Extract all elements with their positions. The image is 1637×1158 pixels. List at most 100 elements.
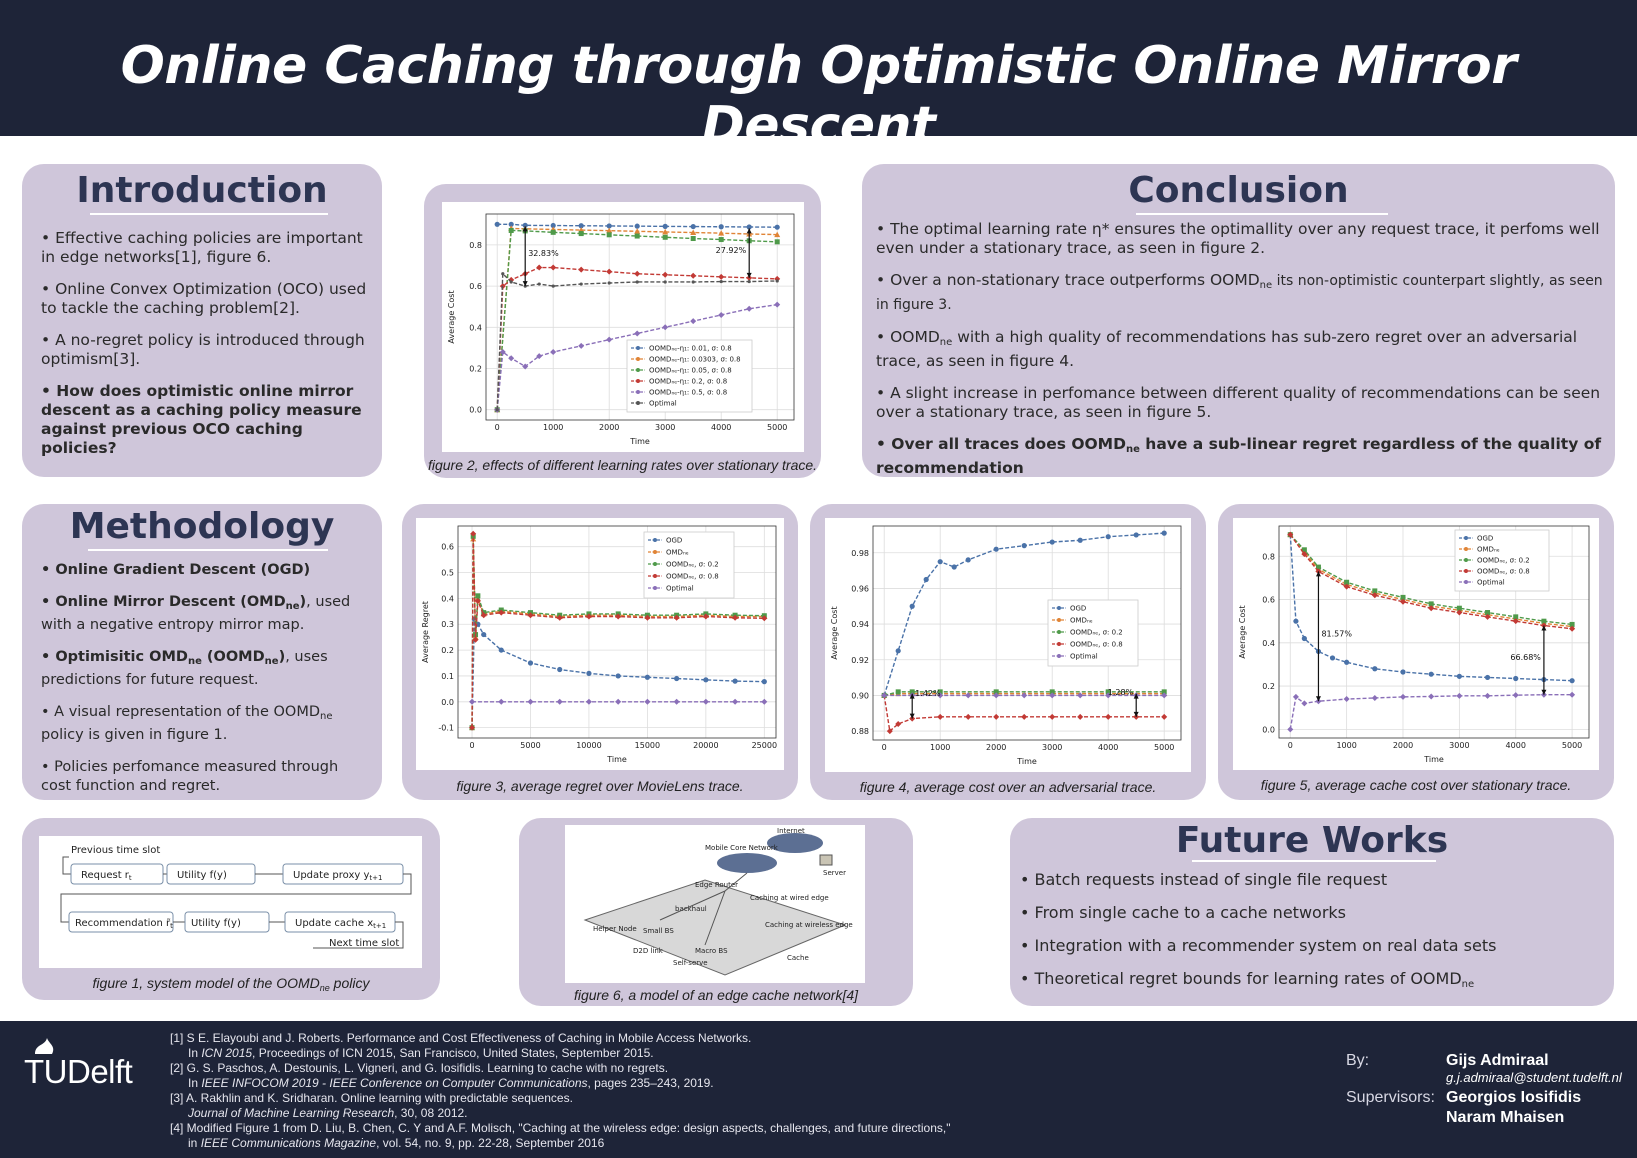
data-point: [644, 698, 651, 705]
figure-1-caption: figure 1, system model of the OOMDne pol…: [92, 975, 370, 993]
conclusion-bullet-1: • The optimal learning rate η* ensures t…: [876, 220, 1600, 257]
legend-label: OOMDₙₑ, σ: 0.8: [666, 573, 719, 581]
data-point: [635, 280, 639, 284]
figure-4-chart: 0 1000 2000 3000 4000 5000 0.88 0.90 0.92 0.94 0.9…: [830, 525, 1182, 766]
figure-4-caption: figure 4, average cost over an adversari…: [859, 779, 1157, 795]
data-point: [774, 239, 780, 245]
figure-6-image: Internet Mobile Core Network Server Edge…: [565, 825, 865, 983]
legend-label: Optimal: [1477, 579, 1505, 587]
data-point: [951, 564, 957, 570]
legend-box: [626, 339, 753, 413]
conclusion-panel: [862, 164, 1615, 477]
x-axis-label: Time: [629, 437, 650, 446]
data-point: [509, 280, 513, 284]
y-tick-label: 0.98: [851, 549, 869, 558]
x-tick-label: 4000: [711, 423, 731, 432]
fig1-loop-bottom: [313, 921, 404, 949]
reference-3a: [3] A. Rakhlin and K. Sridharan. Online …: [170, 1091, 573, 1105]
legend-marker: [1057, 618, 1061, 622]
data-point: [703, 677, 709, 683]
y-tick-label: 0.3: [441, 620, 454, 629]
data-point: [475, 593, 481, 599]
legend-marker: [653, 538, 657, 542]
y-tick-label: 0.0: [441, 698, 454, 707]
introduction-underline: [90, 213, 328, 215]
figure-2-caption: figure 2, effects of different learning …: [427, 457, 818, 473]
legend-label: OOMDₙₑ-η₁: 0.01, σ: 0.8: [649, 345, 732, 353]
data-point: [662, 234, 668, 240]
conclusion-bullet-5: • Over all traces does OOMDne have a sub…: [876, 435, 1602, 477]
fig6-core-label: Mobile Core Network: [705, 844, 779, 852]
data-point: [690, 236, 696, 242]
data-point: [615, 613, 622, 620]
legend-label: OOMDₙₑ, σ: 0.2: [1070, 629, 1123, 637]
legend-marker: [636, 357, 640, 361]
series-line-2: [496, 229, 778, 410]
annotation-arrowhead: [1541, 689, 1547, 695]
data-point: [761, 698, 768, 705]
fig6-self-label: Self-serve: [673, 959, 708, 967]
data-point: [1428, 693, 1435, 700]
data-point: [1329, 655, 1336, 661]
conclusion-underline: [1136, 213, 1388, 215]
x-tick-label: 5000: [767, 423, 787, 432]
legend-marker: [636, 401, 640, 405]
x-tick-label: 3000: [1042, 743, 1062, 752]
series-line-4: [496, 303, 778, 410]
data-point: [522, 222, 528, 228]
data-point: [909, 689, 915, 695]
data-point: [1287, 726, 1294, 733]
annotation-arrowhead: [746, 228, 752, 234]
data-point: [606, 232, 612, 238]
x-tick-label: 1000: [543, 423, 563, 432]
data-point: [634, 233, 640, 239]
legend-marker: [1464, 580, 1468, 584]
legend-label: OGD: [1070, 605, 1086, 613]
data-point: [965, 692, 972, 699]
legend-box: [1047, 599, 1139, 667]
fig6-internet-cloud: [767, 833, 823, 853]
figure-5-chart: 0 1000 2000 3000 4000 5000 0.0 0.2 0.4 0.6 0.8 Time…: [1238, 525, 1590, 764]
data-point: [498, 647, 504, 653]
data-point: [1161, 689, 1167, 695]
data-point: [1021, 713, 1028, 720]
data-point: [527, 660, 534, 666]
y-tick-label: 0.6: [469, 282, 482, 291]
data-point: [578, 223, 584, 229]
data-point: [474, 597, 481, 604]
data-point: [662, 223, 668, 229]
y-tick-label: 0.2: [441, 646, 454, 655]
data-point: [1161, 692, 1168, 699]
data-point: [536, 353, 543, 360]
figure-1-diagram: Previous time slot Request rt Utility f(…: [60, 845, 412, 949]
future-bullet-1: • Batch requests instead of single file …: [1020, 870, 1388, 889]
data-point: [732, 698, 739, 705]
conclusion-heading: Conclusion: [1128, 170, 1349, 211]
data-point: [1400, 598, 1406, 605]
data-point: [550, 264, 557, 271]
data-point: [937, 713, 944, 720]
data-point: [1372, 666, 1378, 672]
data-point: [1105, 689, 1111, 695]
series-line-4: [1289, 694, 1573, 730]
figure-2-image: 0 1000 2000 3000 4000 5000 0.0 0.2 0.4 0.6 0.8 Time…: [442, 202, 804, 452]
series-line-0: [883, 532, 1165, 696]
legend-label: Optimal: [649, 400, 677, 408]
data-point: [1512, 618, 1519, 625]
legend-label: Optimal: [1070, 653, 1098, 661]
y-tick-label: 0.8: [469, 241, 482, 250]
legend-label: OOMDₙₑ, σ: 0.2: [1477, 557, 1530, 565]
data-point: [774, 301, 781, 308]
data-point: [1293, 618, 1299, 624]
annotation-arrowhead: [1541, 625, 1547, 631]
data-point: [498, 609, 505, 616]
data-point: [634, 330, 641, 337]
data-point: [1456, 673, 1462, 679]
fig1-utility1-label: Utility f(y): [177, 870, 227, 881]
data-point: [895, 648, 901, 654]
data-point: [993, 713, 1000, 720]
y-tick-label: -0.1: [438, 724, 454, 733]
data-point: [1301, 635, 1307, 642]
data-point: [1161, 530, 1167, 536]
series-line-3: [471, 533, 765, 728]
